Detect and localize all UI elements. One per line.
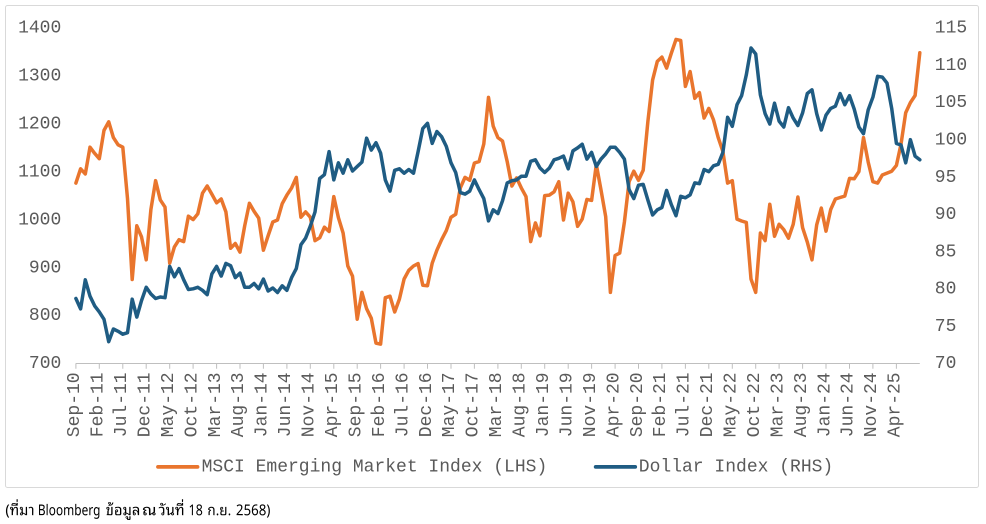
svg-text:1400: 1400 [18,19,61,39]
svg-text:Jun-19: Jun-19 [557,372,577,437]
svg-text:Jun-14: Jun-14 [276,372,296,437]
svg-text:700: 700 [29,354,61,374]
svg-text:Dec-11: Dec-11 [136,372,156,437]
svg-text:85: 85 [935,242,957,262]
svg-text:110: 110 [935,56,967,76]
svg-text:Apr-25: Apr-25 [886,372,906,437]
svg-text:MSCI Emerging Market Index (LH: MSCI Emerging Market Index (LHS) [202,458,548,478]
svg-text:Dec-21: Dec-21 [698,372,718,437]
svg-text:Oct-12: Oct-12 [182,372,202,437]
svg-text:Sep-10: Sep-10 [65,372,85,437]
svg-text:Aug-13: Aug-13 [229,372,249,437]
svg-text:900: 900 [29,258,61,278]
svg-text:70: 70 [935,354,957,374]
svg-text:Dec-16: Dec-16 [417,372,437,437]
svg-text:90: 90 [935,205,957,225]
svg-text:Feb-11: Feb-11 [89,372,109,437]
svg-text:1000: 1000 [18,210,61,230]
svg-text:Mar-23: Mar-23 [768,372,788,437]
svg-text:75: 75 [935,317,957,337]
svg-text:Feb-21: Feb-21 [651,372,671,437]
svg-text:Nov-24: Nov-24 [862,372,882,437]
svg-text:Jul-16: Jul-16 [393,372,413,437]
svg-text:Oct-22: Oct-22 [745,372,765,437]
svg-text:May-22: May-22 [722,372,742,437]
svg-text:Nov-14: Nov-14 [300,372,320,437]
svg-text:Jul-21: Jul-21 [675,372,695,437]
svg-text:1100: 1100 [18,162,61,182]
svg-text:115: 115 [935,19,967,39]
svg-text:Jan-24: Jan-24 [815,372,835,437]
svg-text:May-12: May-12 [159,372,179,437]
svg-text:1200: 1200 [18,115,61,135]
svg-text:Nov-19: Nov-19 [581,372,601,437]
svg-text:800: 800 [29,306,61,326]
svg-text:Apr-20: Apr-20 [604,372,624,437]
svg-text:Mar-18: Mar-18 [487,372,507,437]
svg-text:Jul-11: Jul-11 [112,372,132,437]
svg-text:Aug-23: Aug-23 [792,372,812,437]
svg-text:Dollar Index (RHS): Dollar Index (RHS) [639,458,833,478]
svg-text:Aug-18: Aug-18 [511,372,531,437]
svg-text:80: 80 [935,280,957,300]
svg-text:105: 105 [935,93,967,113]
svg-text:Oct-17: Oct-17 [464,372,484,437]
svg-text:Sep-20: Sep-20 [628,372,648,437]
svg-text:1300: 1300 [18,67,61,87]
svg-text:Jan-19: Jan-19 [534,372,554,437]
svg-text:Jun-24: Jun-24 [839,372,859,437]
svg-text:Feb-16: Feb-16 [370,372,390,437]
svg-text:Mar-13: Mar-13 [206,372,226,437]
svg-text:Jan-14: Jan-14 [253,372,273,437]
svg-text:Apr-15: Apr-15 [323,372,343,437]
svg-text:Sep-15: Sep-15 [347,372,367,437]
svg-text:95: 95 [935,168,957,188]
svg-text:May-17: May-17 [440,372,460,437]
svg-text:100: 100 [935,131,967,151]
